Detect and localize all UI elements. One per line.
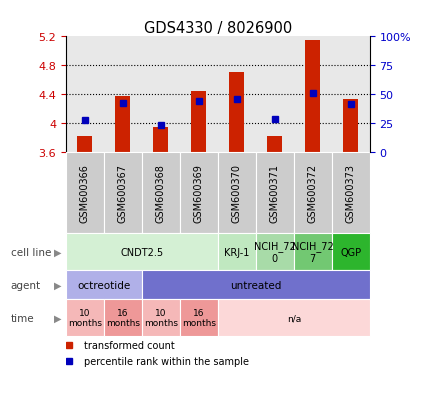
Text: GSM600366: GSM600366 — [80, 164, 90, 223]
Text: GSM600368: GSM600368 — [156, 164, 166, 223]
Bar — [77, 137, 93, 153]
Text: ▶: ▶ — [54, 247, 61, 257]
Bar — [104, 153, 142, 233]
Bar — [294, 153, 332, 233]
Text: n/a: n/a — [286, 313, 301, 323]
Text: 16
months: 16 months — [182, 309, 216, 328]
Bar — [153, 128, 168, 153]
Text: ▶: ▶ — [54, 313, 61, 323]
Bar — [218, 233, 256, 271]
Bar — [142, 153, 180, 233]
Bar — [332, 153, 370, 233]
Text: KRJ-1: KRJ-1 — [224, 247, 249, 257]
Bar — [142, 299, 180, 337]
Text: agent: agent — [11, 280, 41, 290]
Text: 10
months: 10 months — [68, 309, 102, 328]
Text: CNDT2.5: CNDT2.5 — [120, 247, 163, 257]
Bar — [267, 136, 282, 153]
Bar — [66, 153, 104, 233]
Text: QGP: QGP — [340, 247, 361, 257]
Bar — [229, 73, 244, 153]
Bar — [218, 299, 370, 337]
Bar — [218, 153, 256, 233]
Text: percentile rank within the sample: percentile rank within the sample — [84, 356, 249, 366]
Bar — [343, 100, 358, 153]
Text: time: time — [11, 313, 34, 323]
Bar — [180, 299, 218, 337]
Text: cell line: cell line — [11, 247, 51, 257]
Bar — [191, 91, 207, 153]
Text: 16
months: 16 months — [106, 309, 140, 328]
Bar — [115, 96, 130, 153]
Text: NCIH_72
7: NCIH_72 7 — [292, 241, 334, 263]
Bar — [332, 233, 370, 271]
Text: GSM600372: GSM600372 — [308, 164, 318, 223]
Bar — [66, 271, 142, 299]
Bar — [66, 299, 104, 337]
Text: 10
months: 10 months — [144, 309, 178, 328]
Bar — [305, 41, 320, 153]
Bar — [180, 153, 218, 233]
Text: GSM600370: GSM600370 — [232, 164, 242, 223]
Bar — [294, 233, 332, 271]
Bar — [142, 271, 370, 299]
Text: GSM600367: GSM600367 — [118, 164, 128, 223]
Bar — [104, 299, 142, 337]
Text: octreotide: octreotide — [77, 280, 130, 290]
Bar — [66, 233, 218, 271]
Text: untreated: untreated — [230, 280, 281, 290]
Text: GSM600371: GSM600371 — [270, 164, 280, 223]
Text: NCIH_72
0: NCIH_72 0 — [254, 241, 296, 263]
Text: transformed count: transformed count — [84, 340, 175, 350]
Title: GDS4330 / 8026900: GDS4330 / 8026900 — [144, 21, 292, 36]
Text: GSM600373: GSM600373 — [346, 164, 356, 223]
Bar — [256, 153, 294, 233]
Bar — [256, 233, 294, 271]
Text: ▶: ▶ — [54, 280, 61, 290]
Text: GSM600369: GSM600369 — [194, 164, 204, 223]
